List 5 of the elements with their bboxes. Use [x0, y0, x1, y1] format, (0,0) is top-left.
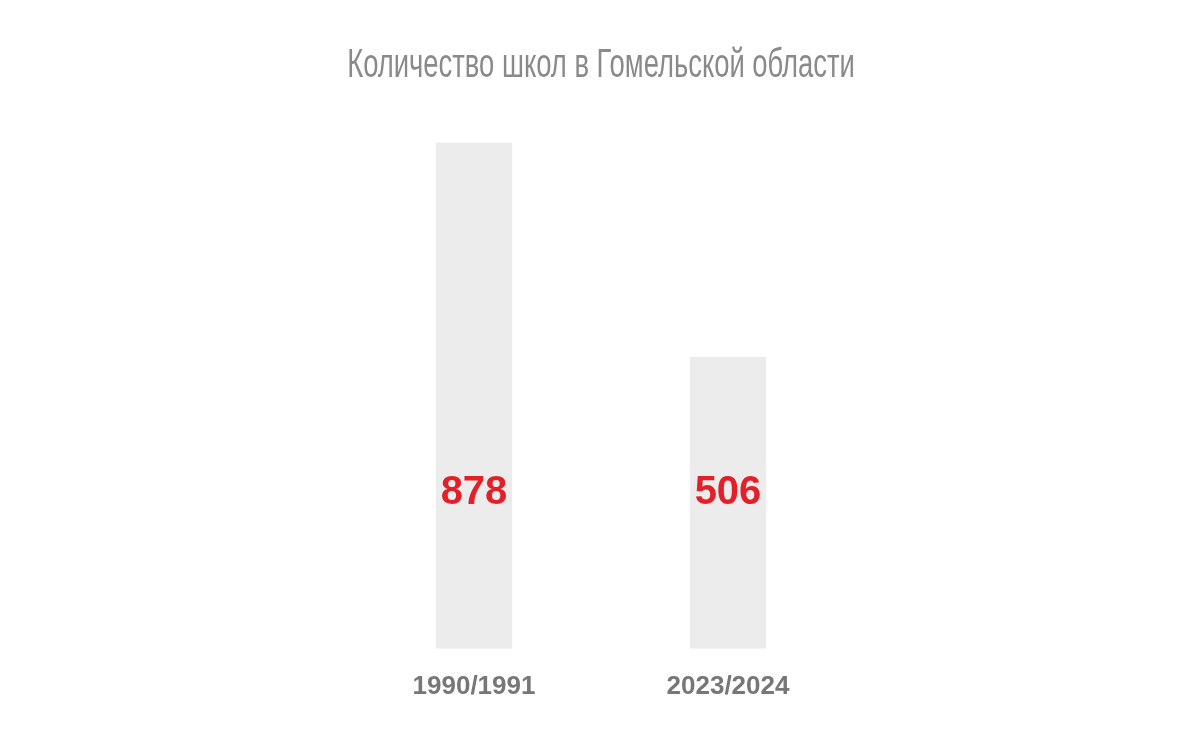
data-label: 878: [440, 467, 508, 512]
data-label: 506: [694, 467, 762, 512]
x-tick-label: 1990/1991: [412, 669, 536, 700]
chart-title: Количество школ в Гомельской области: [347, 40, 855, 86]
x-tick-label: 2023/2024: [666, 669, 790, 700]
